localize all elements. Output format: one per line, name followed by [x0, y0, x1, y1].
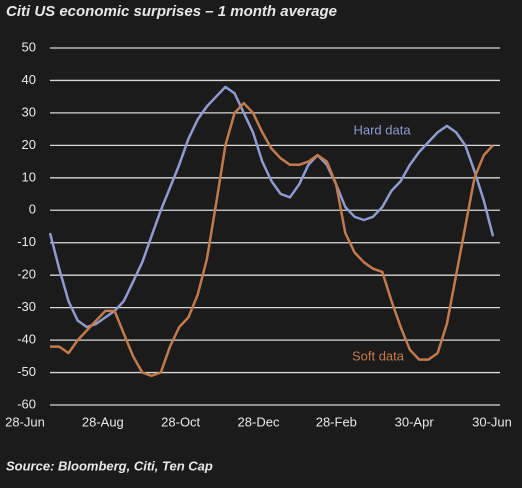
y-tick-label: -60 [17, 396, 36, 411]
y-tick-label: -30 [17, 299, 36, 314]
chart-title: Citi US economic surprises – 1 month ave… [6, 3, 337, 20]
y-tick-label: -20 [17, 267, 36, 282]
y-tick-label: 20 [22, 137, 36, 152]
x-tick-label: 28-Jun [5, 414, 45, 429]
x-tick-label: 30-Apr [395, 414, 435, 429]
source: Source: Bloomberg, Citi, Ten Cap [6, 458, 213, 473]
y-tick-label: 10 [22, 169, 36, 184]
x-tick-label: 30-Jun [472, 414, 512, 429]
y-tick-label: -50 [17, 364, 36, 379]
y-tick-label: -10 [17, 234, 36, 249]
x-tick-label: 28-Feb [316, 414, 357, 429]
line-series [50, 101, 494, 378]
x-tick-label: 28-Aug [82, 414, 124, 429]
x-tick-label: 28-Oct [161, 414, 200, 429]
series-label: Soft data [352, 348, 405, 363]
series-label: Hard data [353, 122, 411, 137]
x-tick-label: 28-Dec [238, 414, 280, 429]
line-series [48, 85, 495, 329]
y-tick-label: -40 [17, 332, 36, 347]
y-tick-label: 40 [22, 72, 36, 87]
y-tick-label: 50 [22, 39, 36, 54]
y-tick-label: 30 [22, 104, 36, 119]
y-tick-label: 0 [29, 202, 36, 217]
